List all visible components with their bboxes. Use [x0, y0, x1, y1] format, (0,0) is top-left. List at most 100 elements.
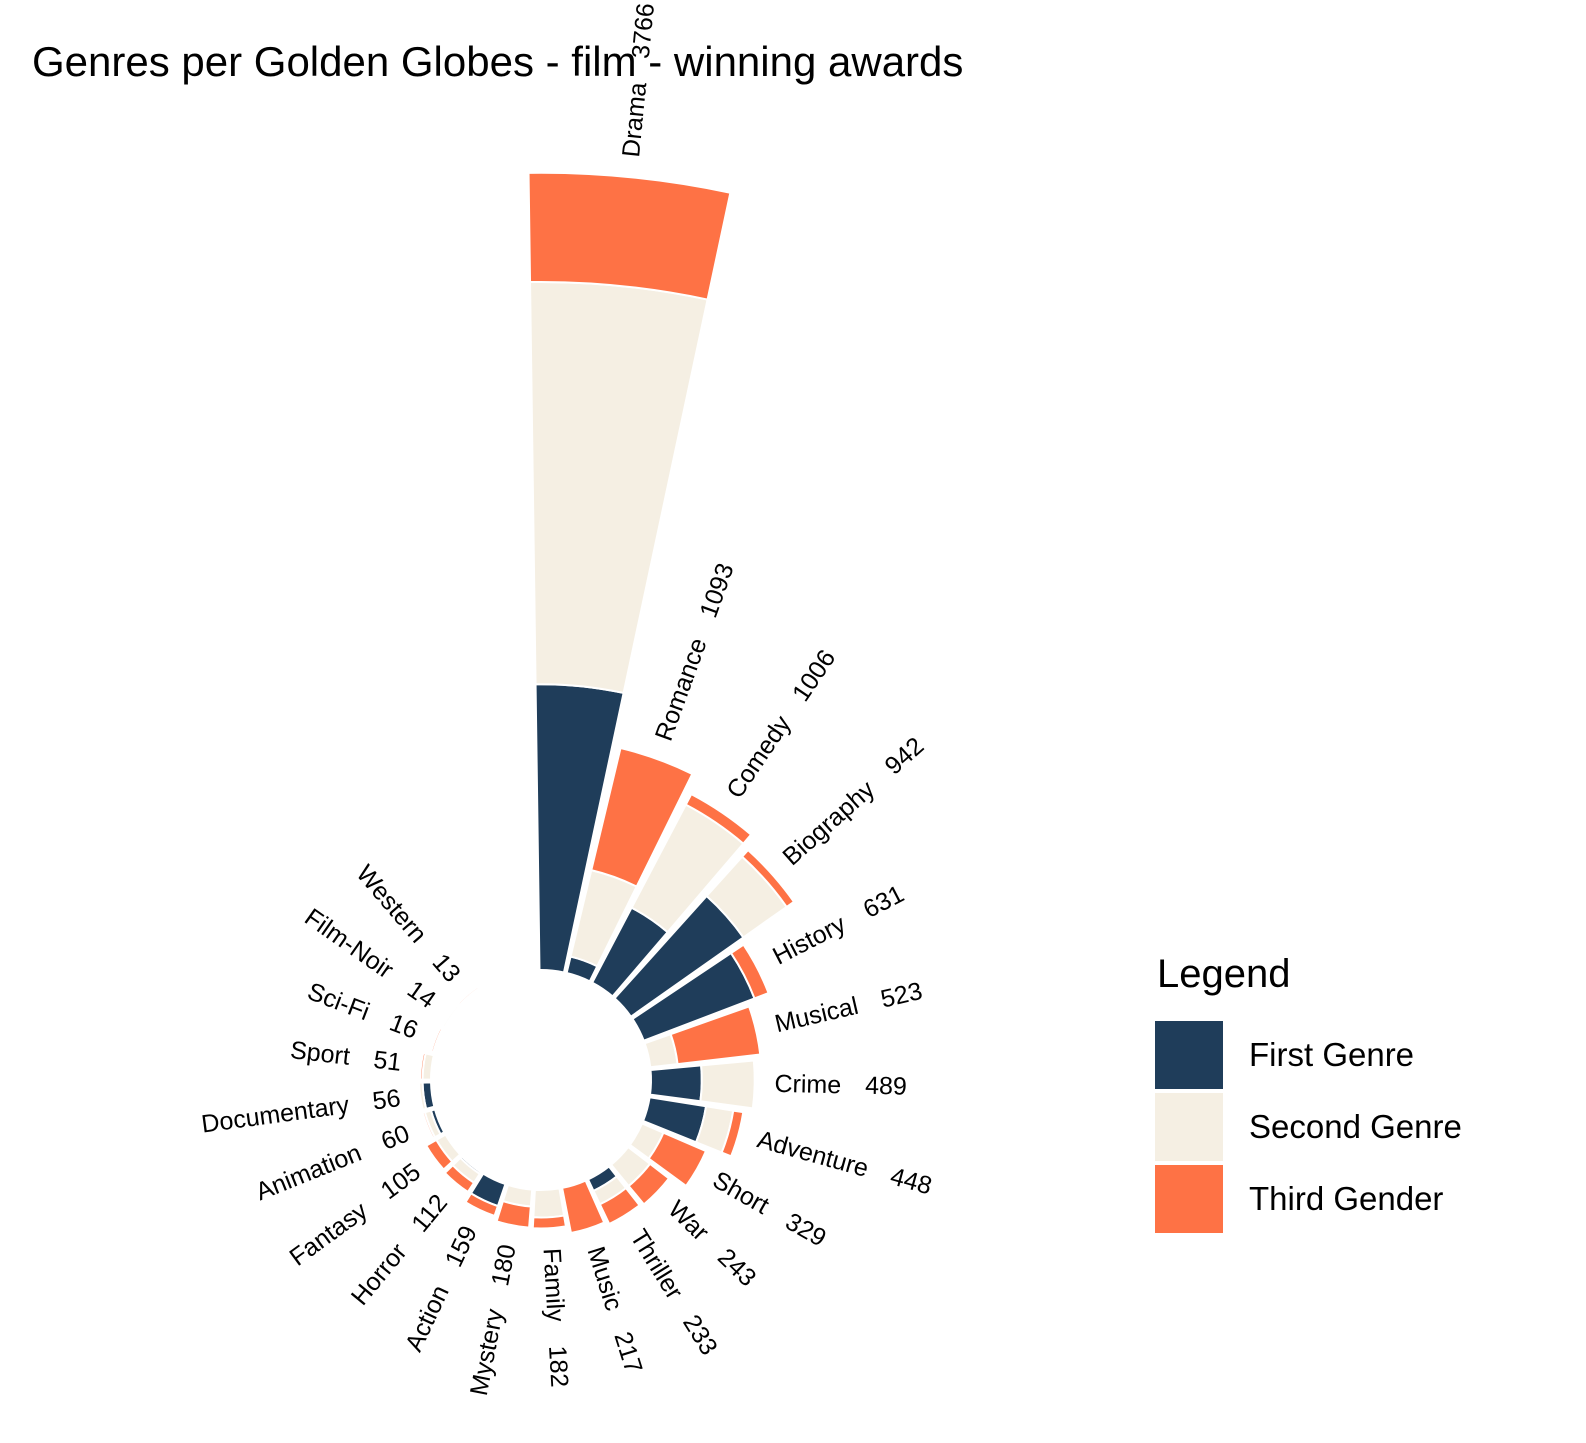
legend-swatch-second-genre — [1155, 1093, 1223, 1161]
chart-title: Genres per Golden Globes - film - winnin… — [32, 38, 964, 85]
category-name: War — [663, 1195, 715, 1246]
category-total: 523 — [878, 977, 925, 1014]
category-total: 631 — [859, 879, 909, 923]
legend-swatch-third-gender — [1155, 1165, 1223, 1233]
category-label-romance: Romance 1093 — [649, 559, 739, 744]
legend-item-second-genre: Second Genre — [1155, 1091, 1462, 1163]
legend-label-first-genre: First Genre — [1249, 1036, 1415, 1073]
category-label-crime: Crime 489 — [774, 1069, 907, 1100]
bar-segment-music-third-gender — [560, 1179, 606, 1235]
category-name: Western — [351, 860, 433, 949]
bar-segment-documentary-second-genre — [418, 1081, 428, 1111]
bar-segment-film-noir-second-genre — [441, 1004, 461, 1029]
category-name: Family — [538, 1247, 570, 1323]
bar-segment-family-third-gender — [531, 1214, 568, 1230]
bar-segment-animation-third-gender — [421, 1111, 437, 1140]
bar-segment-fantasy-third-gender — [424, 1138, 454, 1171]
bar-segment-family-second-genre — [532, 1187, 566, 1219]
category-label-biography: Biography942 — [777, 731, 929, 870]
category-total: 13 — [427, 948, 466, 987]
category-label-adventure: Adventure 448 — [754, 1125, 935, 1200]
category-label-short: Short329 — [708, 1166, 831, 1253]
category-total: 243 — [712, 1243, 761, 1292]
category-total: 3766 — [626, 2, 659, 60]
legend-label-third-gender: Third Gender — [1249, 1180, 1444, 1217]
category-total: 942 — [879, 731, 929, 780]
category-total: 60 — [377, 1119, 413, 1155]
category-name: Documentary — [200, 1091, 352, 1139]
category-total: 105 — [375, 1157, 425, 1204]
category-name: Crime — [774, 1069, 841, 1098]
legend: Legend First Genre Second Genre Third Ge… — [1155, 952, 1462, 1235]
category-label-sport: Sport 51 — [289, 1036, 403, 1077]
category-name: Animation — [252, 1138, 366, 1205]
bar-segment-sci-fi-third-gender — [429, 1026, 444, 1054]
category-label-action: Action 159 — [399, 1221, 482, 1355]
category-name: Short — [708, 1166, 774, 1220]
category-name: Horror — [346, 1238, 413, 1310]
category-total: 51 — [372, 1045, 403, 1076]
bar-segment-crime-first-genre — [648, 1064, 703, 1103]
category-label-documentary: Documentary 56 — [200, 1084, 402, 1139]
category-total: 448 — [887, 1162, 935, 1200]
bar-segment-drama-third-gender — [527, 171, 732, 301]
category-name: Adventure — [754, 1125, 871, 1182]
bar-segment-war-third-gender — [627, 1162, 671, 1206]
category-total: 180 — [486, 1242, 521, 1288]
legend-label-second-genre: Second Genre — [1249, 1108, 1462, 1145]
category-name: Music — [582, 1243, 628, 1314]
category-total: 159 — [439, 1221, 482, 1271]
legend-swatch-first-genre — [1155, 1021, 1223, 1089]
category-name: History — [768, 909, 850, 970]
bar-segment-horror-third-gender — [443, 1163, 476, 1194]
category-total: 233 — [678, 1310, 724, 1360]
bar-segment-sport-third-gender — [419, 1051, 427, 1081]
category-label-comedy: Comedy1006 — [721, 645, 841, 804]
bar-segment-short-third-gender — [647, 1131, 708, 1188]
category-total: 217 — [609, 1328, 648, 1376]
bar-layer — [418, 171, 796, 1235]
bar-segment-drama-second-genre — [529, 281, 709, 695]
bar-segment-musical-third-gender — [669, 1005, 762, 1066]
category-total: 14 — [402, 975, 441, 1014]
legend-item-third-gender: Third Gender — [1155, 1163, 1462, 1235]
legend-item-first-genre: First Genre — [1155, 1019, 1462, 1091]
category-total: 56 — [371, 1084, 402, 1115]
category-name: Sci-Fi — [304, 977, 374, 1026]
category-total: 329 — [781, 1207, 831, 1252]
bar-segment-thriller-third-gender — [598, 1186, 641, 1226]
category-total: 489 — [865, 1071, 907, 1100]
bar-segment-action-third-gender — [464, 1192, 500, 1218]
bar-segment-biography-third-gender — [740, 848, 796, 909]
category-name: Musical — [772, 991, 861, 1037]
category-name: Fantasy — [284, 1196, 373, 1271]
category-label-musical: Musical 523 — [772, 977, 925, 1038]
category-name: Comedy — [721, 710, 797, 803]
category-total: 16 — [386, 1008, 422, 1044]
category-label-sci-fi: Sci-Fi 16 — [304, 977, 422, 1044]
category-total: 1006 — [787, 645, 841, 707]
category-name: Mystery — [464, 1306, 508, 1398]
category-label-drama: Drama 3766 — [617, 2, 660, 159]
category-label-music: Music 217 — [582, 1243, 648, 1376]
category-name: Drama — [617, 81, 652, 158]
bar-segment-comedy-third-gender — [684, 792, 753, 846]
category-total: 112 — [406, 1189, 453, 1238]
legend-title: Legend — [1157, 952, 1291, 996]
category-label-mystery: Mystery 180 — [464, 1242, 521, 1398]
category-total: 1093 — [694, 559, 739, 621]
category-name: Romance — [649, 634, 712, 744]
bar-segment-crime-second-genre — [699, 1059, 756, 1110]
bar-segment-history-third-gender — [729, 943, 770, 1000]
category-name: Thriller — [625, 1224, 689, 1304]
category-name: Action — [399, 1281, 454, 1356]
bar-segment-adventure-third-gender — [720, 1109, 745, 1158]
bar-segment-mystery-third-gender — [495, 1199, 532, 1229]
category-label-family: Family 182 — [538, 1247, 574, 1388]
category-total: 182 — [543, 1345, 573, 1388]
bar-segment-film-noir-third-gender — [440, 1003, 459, 1028]
category-name: Sport — [289, 1036, 352, 1071]
category-label-history: History631 — [768, 879, 908, 970]
bar-segment-western-third-gender — [457, 985, 481, 1007]
